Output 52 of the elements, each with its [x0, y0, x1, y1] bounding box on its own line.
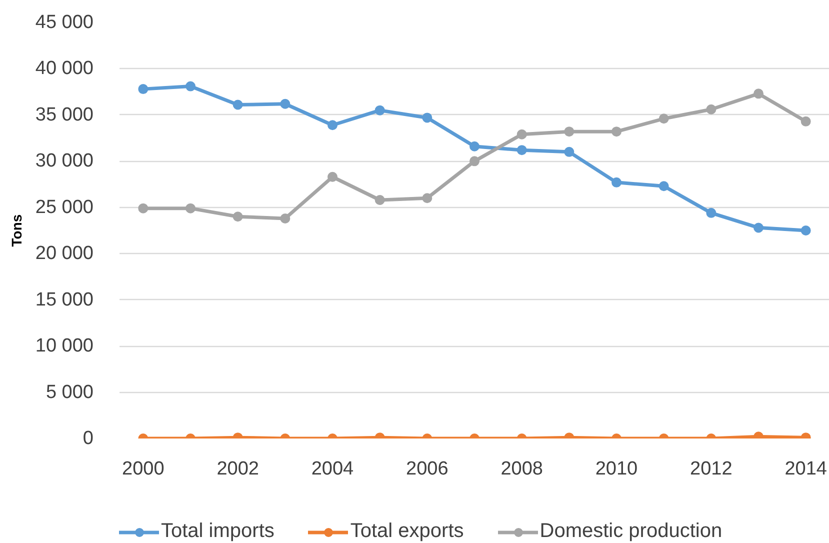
y-tick-label: 10 000	[35, 336, 94, 357]
x-tick-label: 2002	[216, 458, 259, 480]
point	[374, 195, 385, 205]
point	[706, 104, 716, 114]
y-tick-label: 20 000	[35, 243, 94, 264]
point	[800, 116, 811, 126]
point	[186, 81, 196, 92]
x-tick-label: 2008	[500, 458, 543, 480]
point	[470, 156, 480, 166]
point	[470, 141, 480, 152]
y-tick-label: 45 000	[35, 12, 94, 33]
point	[232, 212, 243, 222]
y-tick-label: 0	[82, 428, 94, 449]
x-tick-label: 2000	[122, 458, 164, 480]
point	[658, 181, 669, 192]
point	[422, 112, 432, 123]
x-tick-label: 2014	[784, 458, 828, 480]
point	[328, 172, 338, 182]
point	[658, 114, 669, 124]
point	[754, 222, 764, 233]
point	[280, 98, 290, 109]
point	[564, 126, 574, 137]
point	[328, 120, 338, 130]
y-axis-title: Tons	[8, 214, 24, 247]
point	[564, 146, 574, 157]
y-tick-label: 30 000	[35, 150, 94, 172]
legend-label: Domestic production	[540, 520, 722, 543]
y-tick-label: 35 000	[35, 104, 94, 126]
legend-label: Total imports	[161, 520, 274, 543]
point	[422, 193, 432, 204]
point	[186, 203, 196, 214]
y-tick-label: 40 000	[35, 58, 94, 80]
point	[516, 145, 527, 156]
x-tick-label: 2006	[406, 458, 448, 480]
point	[754, 88, 764, 99]
point	[280, 213, 290, 224]
point	[138, 203, 148, 214]
point	[800, 226, 811, 236]
y-tick-label: 25 000	[35, 196, 94, 218]
point	[612, 126, 622, 137]
x-tick-label: 2010	[595, 458, 638, 480]
x-tick-label: 2012	[690, 458, 732, 480]
point	[138, 84, 148, 94]
point	[612, 177, 622, 188]
x-tick-label: 2004	[311, 458, 354, 480]
y-tick-label: 15 000	[35, 289, 94, 310]
y-tick-label: 5 000	[46, 382, 94, 403]
point	[516, 129, 527, 140]
legend-label: Total exports	[350, 520, 464, 543]
point	[374, 105, 385, 116]
point	[706, 208, 716, 218]
point	[232, 100, 243, 110]
